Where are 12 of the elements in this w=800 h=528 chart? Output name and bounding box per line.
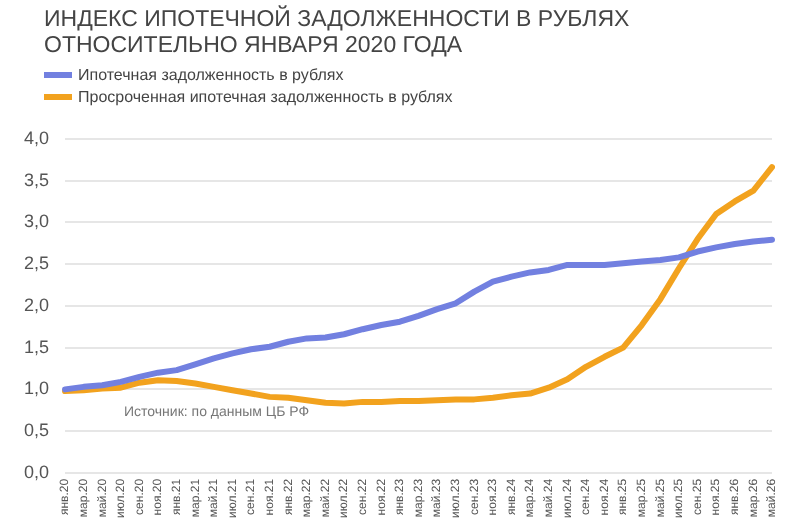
- y-tick-label: 3,5: [23, 169, 50, 190]
- legend-label: Просроченная ипотечная задолженность в рублях: [76, 86, 453, 108]
- chart-title: ИНДЕКС ИПОТЕЧНОЙ ЗАДОЛЖЕННОСТИ В РУБЛЯХ ОТНОСИТЕЛЬНО ЯНВАРЯ 2020 ГОДА: [44, 8, 632, 60]
- y-tick-label: 4,0: [23, 127, 50, 148]
- y-tick-label: 3,0: [23, 211, 50, 232]
- y-tick-label: 1,5: [23, 336, 50, 357]
- y-tick-label: 2,5: [23, 253, 50, 274]
- y-tick-label: 0,5: [23, 420, 50, 441]
- y-tick-label: 2,0: [23, 294, 50, 315]
- legend-label: Ипотечная задолженность в рублях: [76, 64, 346, 86]
- y-tick-label: 0,0: [23, 461, 50, 482]
- y-tick-label: 1,0: [23, 378, 50, 399]
